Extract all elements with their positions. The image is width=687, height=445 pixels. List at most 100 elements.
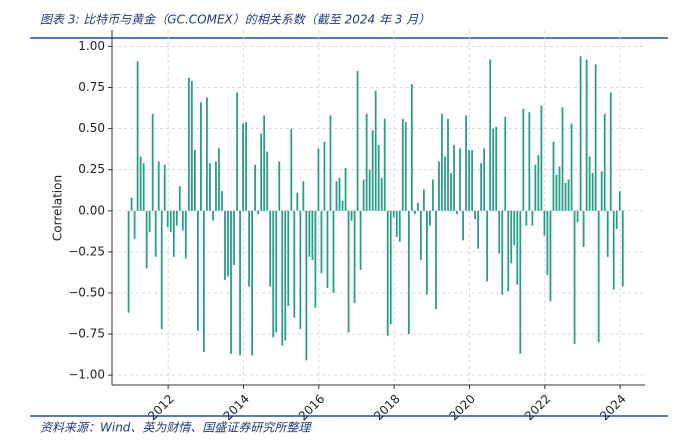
bar xyxy=(386,210,389,336)
bar xyxy=(588,156,591,211)
bar xyxy=(416,202,419,211)
bar xyxy=(501,210,504,295)
bar xyxy=(606,210,609,257)
bar xyxy=(181,210,184,231)
bar xyxy=(269,210,272,287)
bar xyxy=(359,210,362,270)
bar xyxy=(254,164,257,211)
bar xyxy=(178,186,181,211)
bar xyxy=(582,210,585,247)
x-tick-label: 2012 xyxy=(145,392,176,423)
y-tick-label: 0.50 xyxy=(78,121,105,135)
bar xyxy=(600,171,603,211)
y-axis-label: Correlation xyxy=(51,175,65,241)
bar xyxy=(483,148,486,211)
bar xyxy=(471,149,474,211)
bar xyxy=(245,122,247,211)
bar xyxy=(209,163,211,211)
bar xyxy=(284,210,287,341)
x-tick-label: 2020 xyxy=(447,392,478,423)
bar xyxy=(317,148,320,211)
bar xyxy=(609,92,612,211)
x-tick-label: 2018 xyxy=(371,392,402,423)
bar xyxy=(157,161,160,211)
bar xyxy=(450,172,452,211)
bar xyxy=(591,172,594,211)
bar xyxy=(615,210,618,229)
bar xyxy=(422,189,425,211)
bar xyxy=(227,210,229,277)
bar xyxy=(212,210,214,221)
bar xyxy=(145,210,148,269)
bar xyxy=(374,90,377,211)
bar xyxy=(603,113,606,211)
bar xyxy=(410,84,413,211)
bar xyxy=(190,80,193,211)
bar xyxy=(465,115,467,211)
bar xyxy=(522,108,525,211)
bar xyxy=(435,210,437,310)
bar xyxy=(287,210,290,307)
bar xyxy=(362,179,365,211)
bar xyxy=(154,210,157,257)
bar xyxy=(233,210,235,266)
y-tick-label: −0.50 xyxy=(68,285,105,299)
y-tick-label: −1.00 xyxy=(68,368,105,382)
bar xyxy=(377,145,380,211)
bar xyxy=(567,179,570,211)
bar xyxy=(462,210,464,241)
bar xyxy=(561,107,564,211)
bar xyxy=(308,210,311,257)
x-tick-label: 2022 xyxy=(522,392,553,423)
bar xyxy=(413,210,416,215)
bar xyxy=(332,210,335,293)
bar xyxy=(549,210,552,302)
bar xyxy=(224,210,226,280)
bar xyxy=(133,210,136,239)
bar xyxy=(193,149,196,211)
bar xyxy=(444,156,446,211)
bar xyxy=(248,210,251,287)
bar xyxy=(618,191,621,211)
bar xyxy=(504,117,507,211)
bar xyxy=(392,210,395,218)
bar xyxy=(242,123,244,211)
bar xyxy=(395,210,398,238)
bar xyxy=(621,210,624,287)
bar xyxy=(266,151,269,211)
bar xyxy=(356,71,359,211)
bar xyxy=(320,210,323,274)
x-tick-label: 2024 xyxy=(597,392,628,423)
bar xyxy=(383,118,386,211)
bar xyxy=(401,118,404,211)
bar xyxy=(290,128,293,211)
bar xyxy=(441,113,443,211)
bar xyxy=(516,210,519,285)
bar xyxy=(404,122,407,211)
bar xyxy=(196,210,199,331)
y-tick-label: 1.00 xyxy=(78,39,105,53)
bar xyxy=(218,148,220,211)
bar xyxy=(573,210,576,344)
bar xyxy=(169,210,172,233)
bar xyxy=(579,56,582,211)
bar xyxy=(335,181,338,211)
bar xyxy=(199,102,202,211)
bar xyxy=(429,210,431,226)
y-tick-label: 0.75 xyxy=(78,80,105,94)
bar xyxy=(468,149,470,211)
bar xyxy=(389,210,392,325)
bar xyxy=(597,210,600,343)
bar xyxy=(438,161,440,211)
y-tick-label: −0.25 xyxy=(68,244,105,258)
bar xyxy=(371,130,374,211)
bar xyxy=(432,179,434,211)
bar xyxy=(166,210,169,228)
bar xyxy=(459,148,461,211)
bar xyxy=(353,210,356,303)
bar xyxy=(203,210,205,353)
bar xyxy=(570,123,573,211)
bar xyxy=(555,174,558,211)
bar xyxy=(453,145,455,211)
